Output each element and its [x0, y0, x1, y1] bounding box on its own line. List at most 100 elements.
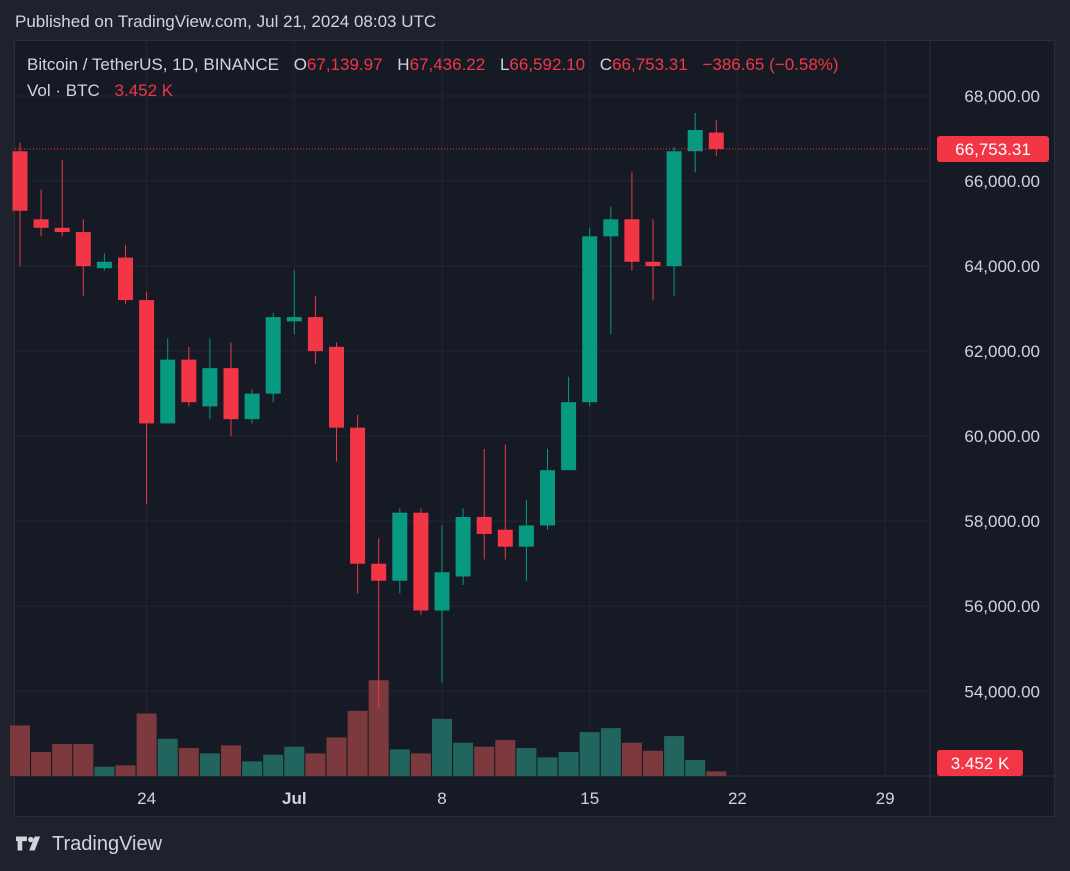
y-tick-label: 68,000.00	[964, 87, 1040, 106]
low-value: 66,592.10	[509, 55, 586, 74]
candle	[392, 508, 408, 594]
volume-bar	[389, 749, 410, 776]
candle	[223, 342, 239, 437]
candle	[413, 508, 429, 615]
open-label: O	[293, 55, 307, 74]
volume-bar	[410, 753, 431, 776]
last-price-badge	[937, 136, 1049, 163]
candle	[645, 219, 661, 301]
candle-body	[708, 132, 724, 150]
candle-body	[561, 402, 577, 471]
candle-body	[202, 368, 218, 407]
x-tick-label: 24	[137, 789, 156, 808]
volume-bar	[221, 745, 241, 776]
candle	[561, 376, 577, 471]
volume-bar	[284, 746, 305, 776]
candle-body	[54, 227, 70, 233]
candle-body	[223, 368, 239, 420]
candle-body	[244, 393, 260, 420]
candle	[666, 147, 682, 296]
last-price-badge-text: 66,753.31	[955, 140, 1031, 159]
chart-pane[interactable]	[14, 40, 1055, 817]
volume-bar	[368, 680, 389, 776]
candle-body	[118, 257, 133, 301]
change-value: −386.65 (−0.58%)	[702, 55, 839, 74]
volume-bar	[558, 752, 579, 776]
candle	[202, 338, 218, 420]
candle	[687, 113, 703, 173]
candle	[181, 346, 197, 407]
candle	[307, 295, 323, 364]
volume-bar	[432, 718, 452, 776]
volume-bar	[242, 761, 263, 776]
close-label: C	[599, 55, 613, 74]
high-value: 67,436.22	[409, 55, 486, 74]
candle-body	[582, 236, 598, 403]
candle-body	[392, 512, 408, 581]
candle-body	[75, 232, 91, 267]
volume-legend: Vol · BTC 3.452 K	[27, 81, 173, 101]
volume-bar	[643, 750, 663, 776]
candle-body	[329, 346, 344, 428]
candle-body	[645, 261, 661, 267]
candle	[244, 389, 260, 424]
candle	[118, 244, 133, 305]
y-tick-label: 64,000.00	[964, 257, 1040, 276]
volume-bar	[326, 737, 347, 776]
candle	[350, 414, 366, 594]
candle	[265, 312, 281, 403]
volume-bar	[537, 757, 558, 776]
last-volume-badge-text: 3.452 K	[951, 754, 1010, 773]
candle-body	[624, 219, 640, 262]
volume-bar	[600, 728, 621, 776]
volume-label[interactable]: Vol · BTC	[27, 81, 100, 100]
volume-bar	[31, 752, 52, 776]
tradingview-branding[interactable]: TradingView	[16, 833, 162, 856]
candle-body	[603, 219, 619, 237]
volume-bar	[178, 748, 199, 776]
volume-bar	[52, 744, 73, 776]
volume-bar	[453, 742, 474, 776]
volume-bar	[305, 753, 326, 776]
ohlc-legend: Bitcoin / TetherUS, 1D, BINANCE O67,139.…	[27, 55, 839, 75]
volume-bar	[263, 754, 284, 776]
symbol-label[interactable]: Bitcoin / TetherUS, 1D, BINANCE	[27, 55, 279, 74]
candle	[455, 508, 471, 585]
candle-body	[371, 563, 387, 581]
high-label: H	[397, 55, 410, 74]
volume-bar	[664, 736, 685, 776]
candle	[139, 291, 155, 505]
volume-bar	[10, 725, 30, 776]
volume-bar	[157, 738, 178, 776]
candle	[708, 119, 724, 156]
last-volume-badge	[937, 750, 1023, 776]
candle	[434, 525, 450, 683]
candle-body	[666, 151, 682, 267]
candle-body	[518, 525, 534, 547]
volume-bar	[495, 740, 516, 776]
candle	[371, 538, 387, 709]
y-tick-label: 54,000.00	[964, 682, 1040, 701]
candle-body	[12, 151, 28, 211]
candle-body	[455, 516, 471, 577]
candle-body	[286, 317, 302, 322]
candle	[624, 172, 640, 271]
y-tick-label: 56,000.00	[964, 597, 1040, 616]
candle	[286, 270, 302, 335]
x-tick-label: Jul	[282, 789, 307, 808]
volume-bar	[73, 744, 94, 776]
candle-body	[413, 512, 429, 611]
candle	[540, 448, 555, 530]
candle	[160, 338, 176, 424]
x-tick-label: 29	[876, 789, 895, 808]
close-value: 66,753.31	[612, 55, 688, 74]
x-tick-label: 8	[437, 789, 446, 808]
tradingview-logo-icon	[16, 835, 41, 850]
y-tick-label: 58,000.00	[964, 512, 1040, 531]
candle	[33, 189, 49, 237]
candle-body	[307, 317, 323, 352]
candle-body	[33, 219, 49, 228]
volume-bar	[199, 753, 220, 776]
candle-body	[160, 359, 176, 424]
